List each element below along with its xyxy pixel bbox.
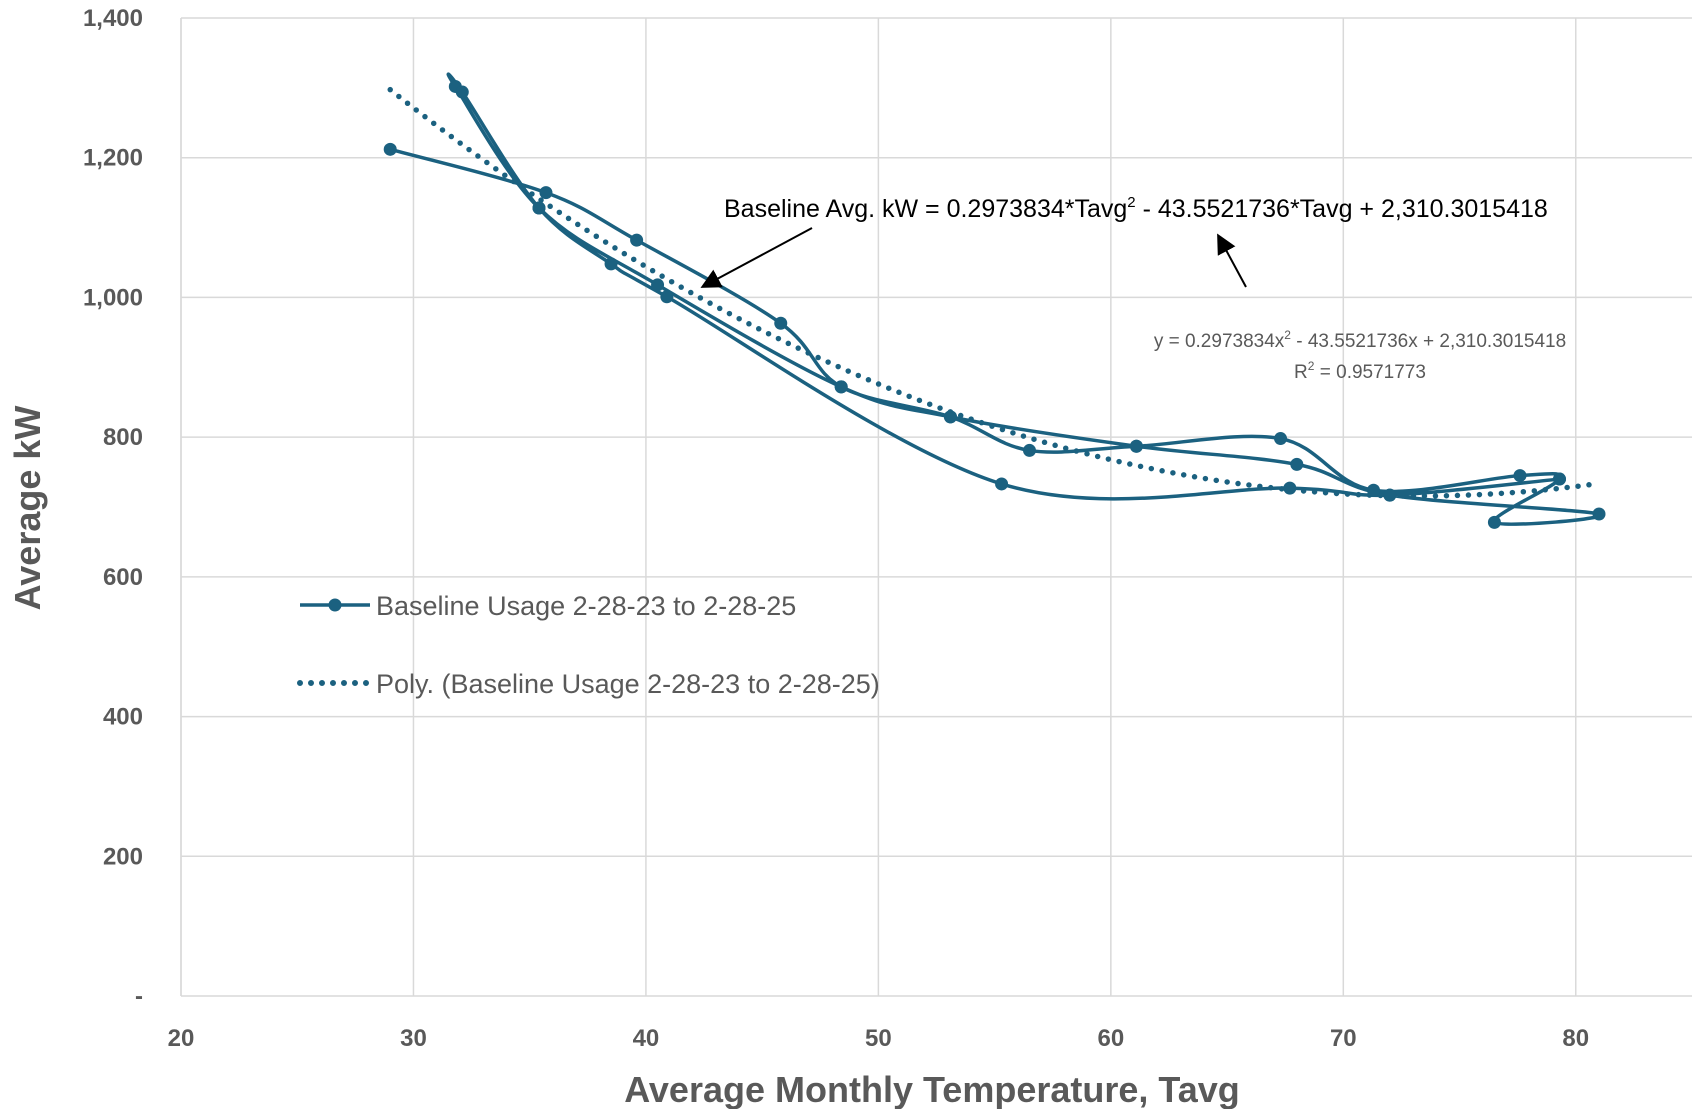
annotation-arrow-left bbox=[700, 227, 813, 288]
gridlines bbox=[180, 17, 1692, 997]
data-point bbox=[1367, 483, 1381, 497]
data-point bbox=[532, 201, 546, 215]
legend-label-trend: Poly. (Baseline Usage 2-28-23 to 2-28-25… bbox=[376, 669, 880, 699]
equation-suffix: - 43.5521736*Tavg + 2,310.3015418 bbox=[1136, 195, 1548, 223]
data-point bbox=[1283, 481, 1297, 495]
trendline-equation-label: y = 0.2973834x2 - 43.5521736x + 2,310.30… bbox=[1154, 328, 1566, 352]
data-point bbox=[1487, 515, 1501, 529]
trendline-series bbox=[387, 86, 1602, 499]
data-point bbox=[630, 233, 644, 247]
x-tick-label: 70 bbox=[1330, 1025, 1357, 1052]
y-axis-ticks: - 200 400 600 800 1,000 1,200 1,400 bbox=[83, 5, 143, 1010]
y-tick-label: 1,200 bbox=[83, 145, 143, 172]
y-tick-label: 800 bbox=[103, 424, 143, 451]
series-line bbox=[389, 72, 1603, 526]
legend-label-series: Baseline Usage 2-28-23 to 2-28-25 bbox=[376, 591, 796, 621]
trend-eq-prefix: y = 0.2973834x bbox=[1154, 331, 1285, 352]
data-point bbox=[1552, 472, 1566, 486]
data-point bbox=[455, 85, 469, 99]
annotation-arrow-right bbox=[1217, 233, 1247, 288]
equation-prefix: Baseline Avg. kW = 0.2973834*Tavg bbox=[724, 195, 1127, 223]
equation-superscript: 2 bbox=[1127, 194, 1135, 211]
equation-annotation: Baseline Avg. kW = 0.2973834*Tavg2 - 43.… bbox=[724, 194, 1548, 223]
data-point bbox=[1513, 469, 1527, 483]
data-point bbox=[995, 477, 1009, 491]
x-tick-label: 50 bbox=[865, 1025, 892, 1052]
x-tick-label: 80 bbox=[1562, 1025, 1589, 1052]
trendline-r2-label: R2 = 0.9571773 bbox=[1294, 359, 1426, 383]
y-tick-label: - bbox=[135, 983, 143, 1010]
data-point bbox=[1274, 432, 1288, 446]
y-tick-label: 400 bbox=[103, 704, 143, 731]
data-point bbox=[1290, 457, 1304, 471]
data-point bbox=[1129, 439, 1143, 453]
data-series bbox=[383, 72, 1606, 529]
trend-eq-suffix: - 43.5521736x + 2,310.3015418 bbox=[1291, 331, 1566, 352]
x-tick-label: 40 bbox=[633, 1025, 660, 1052]
data-point bbox=[383, 142, 397, 156]
trend-r2-suffix: = 0.9571773 bbox=[1314, 362, 1425, 383]
x-axis-ticks: 20 30 40 50 60 70 80 bbox=[168, 1025, 1589, 1052]
x-tick-label: 20 bbox=[168, 1025, 195, 1052]
legend: Baseline Usage 2-28-23 to 2-28-25 Poly. … bbox=[297, 591, 880, 699]
data-point bbox=[539, 186, 553, 200]
y-tick-label: 1,000 bbox=[83, 284, 143, 311]
data-point bbox=[1022, 443, 1036, 457]
x-tick-label: 30 bbox=[400, 1025, 427, 1052]
data-point bbox=[943, 410, 957, 424]
trend-eq-superscript: 2 bbox=[1284, 328, 1291, 342]
trend-r2-superscript: 2 bbox=[1308, 359, 1315, 373]
x-tick-label: 60 bbox=[1097, 1025, 1124, 1052]
y-tick-label: 600 bbox=[103, 564, 143, 591]
data-point bbox=[660, 290, 674, 304]
data-point bbox=[834, 380, 848, 394]
y-tick-label: 200 bbox=[103, 843, 143, 870]
data-point bbox=[774, 316, 788, 330]
x-axis-title: Average Monthly Temperature, Tavg bbox=[624, 1069, 1239, 1109]
y-tick-label: 1,400 bbox=[83, 5, 143, 32]
data-point bbox=[1592, 507, 1606, 521]
data-point bbox=[651, 278, 665, 292]
data-point bbox=[1383, 488, 1397, 502]
data-point bbox=[604, 257, 618, 271]
legend-marker-dot bbox=[328, 598, 342, 612]
y-axis-title: Average kW bbox=[7, 406, 48, 611]
trendline-path bbox=[387, 86, 1602, 499]
trend-r2-prefix: R bbox=[1294, 362, 1308, 383]
